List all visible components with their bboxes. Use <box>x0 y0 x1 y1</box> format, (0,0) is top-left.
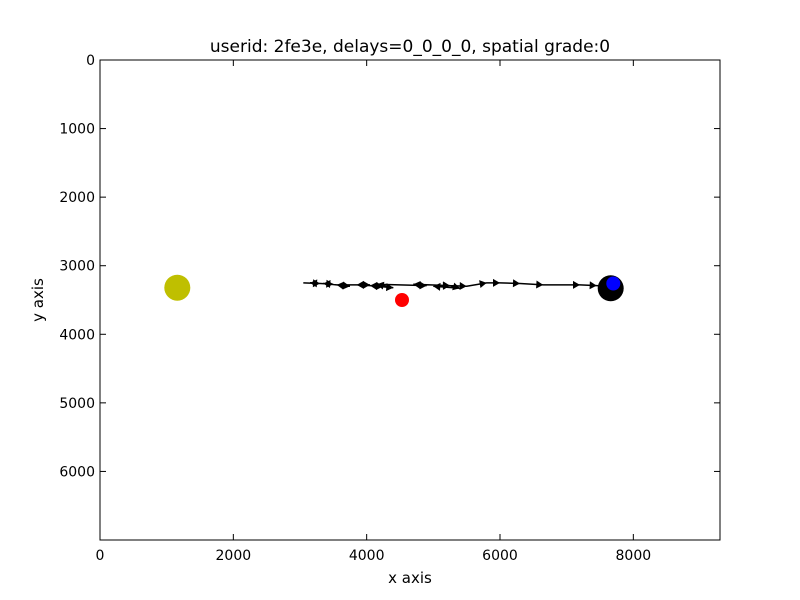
arrowhead-shape <box>536 280 544 289</box>
y-tick-label: 2000 <box>59 190 95 206</box>
arrowhead-shape <box>376 281 385 290</box>
trajectory-arrowhead <box>459 282 467 291</box>
blue-point <box>606 276 621 291</box>
y-tick-label: 4000 <box>59 327 95 343</box>
trajectory-arrowhead <box>573 280 580 289</box>
x-tick-label: 4000 <box>349 548 385 564</box>
arrowhead-shape <box>310 279 318 288</box>
arrowhead-shape <box>413 280 421 289</box>
y-axis-label: y axis <box>29 278 47 322</box>
arrowhead-shape <box>323 279 331 288</box>
x-axis-label: x axis <box>388 569 432 587</box>
trajectory-arrowhead <box>363 280 370 289</box>
arrowhead-shape <box>589 281 597 290</box>
trajectory-arrowhead <box>356 280 364 289</box>
arrowhead-shape <box>442 281 450 290</box>
trajectory-arrowhead <box>413 280 421 289</box>
plot-frame <box>99 59 721 541</box>
arrowhead-shape <box>363 280 370 289</box>
trajectory-arrowhead <box>376 281 385 290</box>
trajectory-arrowhead <box>452 282 460 291</box>
trajectory-arrowhead <box>512 279 520 288</box>
y-tick-label: 5000 <box>59 396 95 412</box>
x-tick-label: 0 <box>96 548 105 564</box>
trajectory-arrowhead <box>536 280 544 289</box>
x-tick-label: 8000 <box>616 548 652 564</box>
y-tick-label: 1000 <box>59 122 95 138</box>
trajectory-arrowhead <box>433 282 441 291</box>
trajectory-arrowhead <box>342 281 350 290</box>
trajectory-arrowhead <box>493 278 500 287</box>
arrowhead-shape <box>479 280 487 289</box>
arrowhead-shape <box>433 282 441 291</box>
trajectory-arrowhead <box>323 279 331 288</box>
trajectory-arrowhead <box>385 283 394 292</box>
trajectory-arrowhead <box>589 281 597 290</box>
chart-title: userid: 2fe3e, delays=0_0_0_0, spatial g… <box>210 37 610 57</box>
x-tick-label: 2000 <box>216 548 252 564</box>
arrowhead-shape <box>385 283 394 292</box>
y-tick-label: 0 <box>86 53 95 69</box>
arrowhead-shape <box>370 281 378 290</box>
red-point <box>395 293 409 307</box>
y-tick-label: 3000 <box>59 259 95 275</box>
arrowhead-shape <box>512 279 520 288</box>
x-tick-label: 6000 <box>482 548 518 564</box>
arrowhead-shape <box>452 282 460 291</box>
arrowhead-shape <box>493 278 500 287</box>
trajectory-arrowhead <box>370 281 378 290</box>
trajectory-arrowhead <box>479 280 487 289</box>
arrowhead-shape <box>459 282 467 291</box>
arrowhead-shape <box>419 281 427 290</box>
arrowhead-shape <box>342 281 350 290</box>
arrowhead-shape <box>573 280 580 289</box>
trajectory-arrowhead <box>310 279 318 288</box>
arrowhead-shape <box>356 280 364 289</box>
arrowhead-shape <box>336 281 345 290</box>
trajectory-arrowhead <box>336 281 345 290</box>
yellow-point <box>164 274 191 301</box>
trajectory-arrowhead <box>442 281 450 290</box>
trajectory-arrowhead <box>419 281 427 290</box>
y-tick-label: 6000 <box>59 464 95 480</box>
